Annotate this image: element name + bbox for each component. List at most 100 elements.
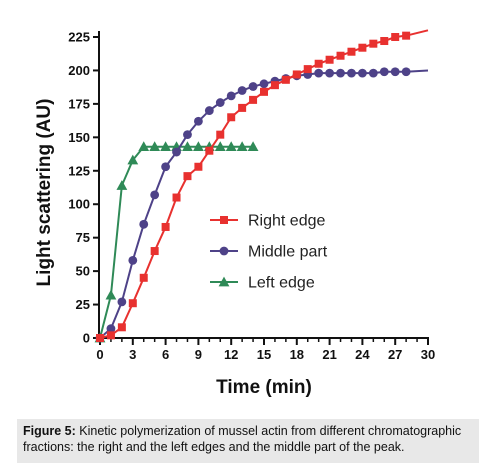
x-tick-label: 30 (421, 347, 435, 362)
x-tick-label: 24 (355, 347, 370, 362)
y-tick-label: 100 (68, 197, 90, 212)
data-point (347, 68, 356, 78)
chart: 0 25 50 75 100 125 150 175 200 225 0 3 6 9 12 15 18 21 24 2… (34, 29, 435, 398)
y-tick-label: 225 (68, 30, 90, 45)
data-point (336, 51, 345, 60)
data-point (380, 37, 389, 46)
y-tick-label: 25 (76, 297, 90, 312)
legend: Right edge Middle part Left edge (210, 213, 328, 292)
data-point (369, 39, 378, 48)
data-point (96, 334, 104, 342)
y-tick-label: 200 (68, 63, 90, 78)
data-point (314, 59, 323, 68)
x-tick-label: 18 (290, 347, 304, 362)
data-point (128, 256, 138, 265)
legend-item: Middle part (210, 244, 328, 261)
data-point (161, 162, 171, 172)
data-point (215, 98, 225, 107)
data-point (314, 68, 324, 78)
y-tick-label: 75 (76, 230, 90, 245)
data-point (194, 162, 203, 171)
data-point (117, 297, 127, 307)
data-point (238, 103, 247, 112)
x-tick-label: 3 (129, 347, 136, 362)
data-point (204, 106, 214, 115)
data-point (182, 141, 193, 152)
data-point (105, 289, 117, 300)
legend-marker (219, 246, 229, 256)
caption-label: Figure 5: (23, 424, 76, 438)
x-tick-label: 9 (195, 347, 202, 362)
data-point (270, 81, 279, 90)
data-point (116, 180, 128, 190)
data-point (117, 323, 126, 332)
series-line (99, 145, 254, 339)
data-point (402, 31, 411, 40)
legend-label: Middle part (248, 244, 328, 261)
data-point (150, 190, 160, 200)
data-point (347, 47, 356, 56)
data-point (325, 55, 334, 64)
data-point (205, 146, 214, 155)
series-line (99, 69, 429, 339)
data-point (127, 154, 139, 165)
x-tick-label: 21 (322, 347, 336, 362)
x-tick-label: 27 (388, 347, 402, 362)
data-point (237, 86, 247, 95)
y-tick-label: 50 (76, 264, 90, 279)
x-tick-label: 0 (96, 347, 103, 362)
data-point (325, 68, 334, 78)
data-point (172, 193, 181, 202)
x-tick-label: 12 (224, 347, 238, 362)
data-point (139, 219, 149, 229)
series-layer (94, 29, 429, 343)
data-point (150, 247, 159, 256)
series-middle-part (95, 67, 429, 343)
data-point (236, 141, 248, 152)
data-point (249, 95, 258, 104)
data-point (106, 331, 115, 340)
data-point (139, 273, 148, 282)
legend-marker (218, 276, 230, 287)
data-point (226, 91, 236, 101)
data-point (247, 141, 259, 152)
data-point (149, 141, 161, 152)
data-point (138, 141, 150, 152)
figure-caption: Figure 5: Kinetic polymerization of muss… (17, 419, 479, 463)
data-point (401, 67, 411, 77)
data-point (160, 141, 171, 152)
data-point (281, 75, 290, 84)
y-tick-label: 175 (68, 96, 90, 111)
data-point (391, 33, 400, 41)
data-point (161, 222, 170, 231)
data-point (259, 79, 269, 89)
data-point (390, 67, 400, 77)
data-point (292, 70, 301, 79)
y-tick-label: 125 (68, 163, 90, 178)
data-point (260, 87, 268, 96)
caption-text: Kinetic polymerization of mussel actin f… (23, 424, 462, 454)
x-tick-label: 6 (162, 347, 169, 362)
data-point (358, 43, 367, 52)
series-line (99, 29, 429, 339)
data-point (172, 147, 181, 157)
data-point (379, 67, 389, 77)
data-point (358, 68, 367, 78)
legend-label: Left edge (248, 275, 315, 292)
legend-label: Right edge (248, 213, 325, 230)
y-axis-title: Light scattering (AU) (34, 99, 55, 287)
data-point (303, 65, 312, 74)
data-point (194, 116, 203, 126)
axes: 0 25 50 75 100 125 150 175 200 225 0 3 6 9 12 15 18 21 24 2… (68, 30, 435, 363)
data-point (368, 68, 378, 78)
data-point (248, 82, 258, 91)
series-right-edge (96, 29, 429, 342)
y-tick-label: 0 (83, 331, 90, 346)
data-point (183, 130, 192, 140)
data-point (183, 172, 192, 181)
data-point (336, 68, 345, 78)
series-left-edge (94, 141, 259, 343)
data-point (106, 324, 116, 334)
x-tick-label: 15 (257, 347, 271, 362)
